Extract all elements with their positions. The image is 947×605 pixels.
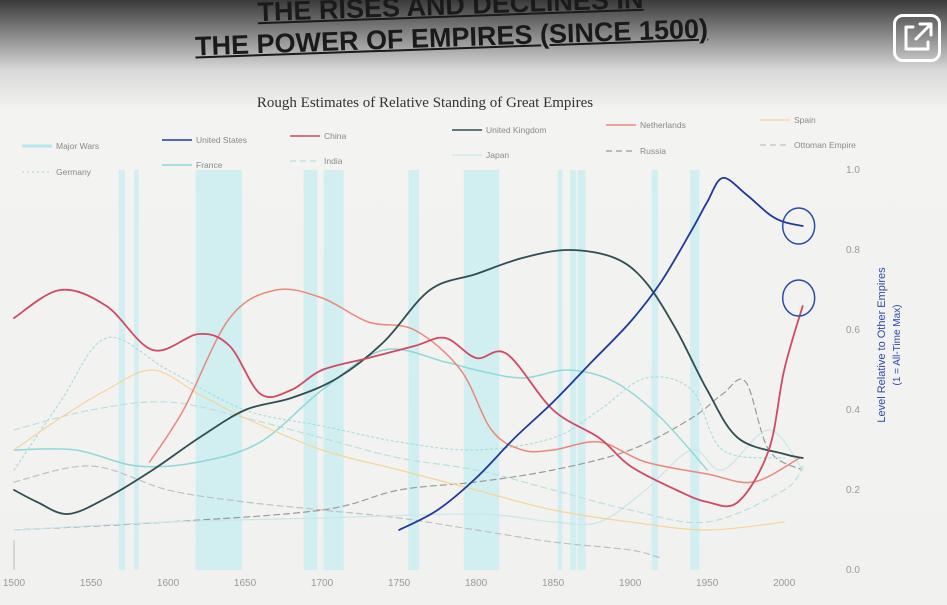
series-line-russia <box>13 378 804 531</box>
legend-label-united-kingdom: United Kingdom <box>486 125 546 135</box>
war-band-1756-1763 <box>408 170 420 570</box>
war-band-1568-1572 <box>118 170 125 570</box>
y-tick-0.6: 0.6 <box>846 325 860 336</box>
legend-label-china: China <box>324 131 346 141</box>
x-tick-1900: 1900 <box>619 578 642 589</box>
x-tick-1650: 1650 <box>234 578 257 589</box>
x-tick-1550: 1550 <box>80 578 103 589</box>
series-line-united-states <box>398 177 804 531</box>
legend-label-france: France <box>196 160 223 170</box>
x-tick-1700: 1700 <box>311 578 334 589</box>
x-tick-2000: 2000 <box>773 578 796 589</box>
series-line-germany <box>13 336 785 471</box>
legend-label-india: India <box>324 156 343 166</box>
series-line-united-kingdom <box>13 249 804 515</box>
legend-label-ottoman-empire: Ottoman Empire <box>794 140 856 150</box>
war-band-1792-1815 <box>463 170 500 570</box>
series-line-china <box>13 288 804 508</box>
highlight-circles <box>781 207 816 317</box>
legend-label-germany: Germany <box>56 167 92 177</box>
chart-title: Rough Estimates of Relative Standing of … <box>257 95 593 111</box>
war-band-1701-1714 <box>323 170 344 570</box>
series-line-france <box>13 348 708 471</box>
war-band-1914-1918 <box>651 170 658 570</box>
x-tick-1600: 1600 <box>157 578 180 589</box>
highlight-circle-china <box>781 279 816 317</box>
war-band-1618-1648 <box>195 170 242 570</box>
war-bands <box>118 170 700 570</box>
y-axis-sublabel: (1 = All-Time Max) <box>892 304 903 385</box>
war-band-1688-1697 <box>303 170 318 570</box>
x-tick-1750: 1750 <box>388 578 411 589</box>
legend-label-spain: Spain <box>794 115 816 125</box>
x-tick-1800: 1800 <box>465 578 488 589</box>
legend-label-united-states: United States <box>196 135 247 145</box>
war-band-1578-1581 <box>134 170 139 570</box>
series-line-india <box>13 401 804 524</box>
y-tick-0.8: 0.8 <box>846 245 860 256</box>
y-tick-0.0: 0.0 <box>846 565 860 576</box>
war-band-1866-1871 <box>577 170 586 570</box>
chart-legend: Major Wars United States China United Kingd… <box>22 115 856 177</box>
series-line-japan <box>13 429 804 531</box>
series-line-ottoman-empire <box>13 465 662 559</box>
war-band-1939-1945 <box>690 170 700 570</box>
legend-label-japan: Japan <box>486 150 509 160</box>
expand-button[interactable] <box>893 14 941 62</box>
series-line-netherlands <box>148 288 801 484</box>
legend-label-netherlands: Netherlands <box>640 120 686 130</box>
series-line-spain <box>13 369 785 531</box>
series-lines <box>13 177 804 559</box>
legend-label-major-wars: Major Wars <box>56 141 99 151</box>
x-tick-1950: 1950 <box>696 578 719 589</box>
legend-label-russia: Russia <box>640 146 666 156</box>
x-tick-1850: 1850 <box>542 578 565 589</box>
y-axis-label: Level Relative to Other Empires <box>876 267 888 423</box>
y-tick-0.2: 0.2 <box>846 485 860 496</box>
x-tick-1500: 1500 <box>3 578 26 589</box>
y-tick-1.0: 1.0 <box>846 165 860 176</box>
chart-axes: 1500 1550 1600 1650 1700 1750 1800 1850 1900 1950… <box>3 165 903 589</box>
expand-icon <box>904 22 933 51</box>
y-tick-0.4: 0.4 <box>846 405 860 416</box>
highlight-circle-united-states <box>781 207 816 245</box>
